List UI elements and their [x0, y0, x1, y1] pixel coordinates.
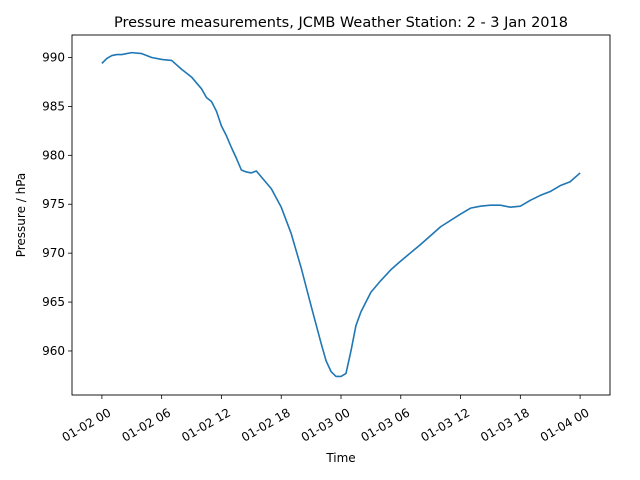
- x-tick-label: 01-04 00: [538, 405, 592, 444]
- x-tick-label: 01-02 12: [179, 405, 233, 444]
- x-tick-label: 01-03 00: [299, 405, 353, 444]
- y-tick-label: 980: [42, 148, 65, 162]
- plot-area: [101, 51, 581, 378]
- y-tick-label: 965: [42, 295, 65, 309]
- x-tick-label: 01-03 12: [418, 405, 472, 444]
- x-tick-label: 01-02 06: [119, 405, 173, 444]
- y-axis-label: Pressure / hPa: [14, 173, 28, 258]
- y-tick-label: 960: [42, 344, 65, 358]
- y-tick-label: 990: [42, 51, 65, 65]
- x-tick-label: 01-03 18: [478, 405, 532, 444]
- chart-title: Pressure measurements, JCMB Weather Stat…: [114, 15, 568, 31]
- axis-ticks: 01-02 00 01-02 06 01-02 12 01-02 18 01-03 00…: [42, 51, 592, 445]
- x-axis-label: Time: [325, 451, 355, 465]
- y-tick-label: 975: [42, 197, 65, 211]
- y-tick-label: 970: [42, 246, 65, 260]
- plot-frame: [71, 34, 611, 396]
- x-tick-label: 01-02 00: [60, 405, 114, 444]
- x-tick-label: 01-02 18: [239, 405, 293, 444]
- series-line-0: [101, 51, 581, 378]
- x-tick-label: 01-03 06: [359, 405, 413, 444]
- y-tick-label: 985: [42, 99, 65, 113]
